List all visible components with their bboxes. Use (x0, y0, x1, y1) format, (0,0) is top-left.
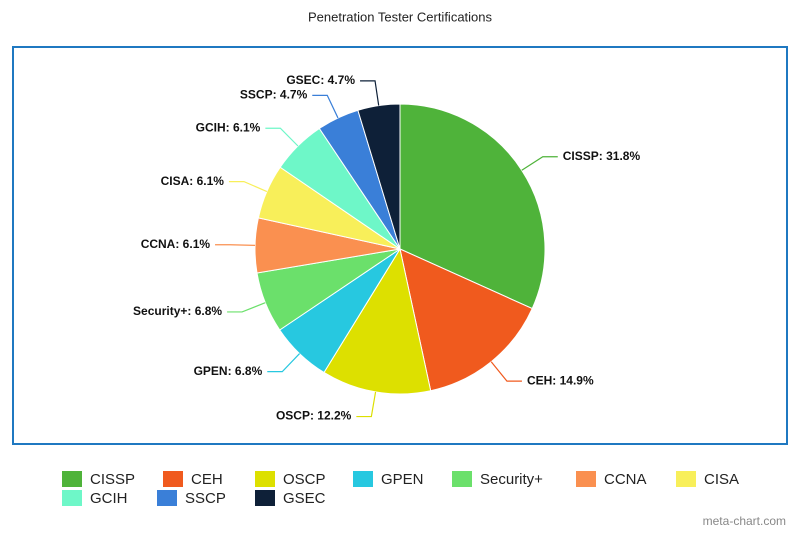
legend-label: GPEN (381, 471, 424, 488)
value-label: SSCP: 4.7% (240, 88, 308, 102)
legend-swatch (62, 490, 82, 506)
legend-label: GCIH (90, 490, 128, 507)
legend-label: CISSP (90, 471, 135, 488)
legend-swatch (163, 471, 183, 487)
leader-line (312, 94, 339, 119)
leader-line (490, 361, 522, 382)
value-label: GPEN: 6.8% (194, 364, 263, 378)
legend-swatch (353, 471, 373, 487)
legend-label: CCNA (604, 471, 647, 488)
legend-label: CEH (191, 471, 223, 488)
value-label: CCNA: 6.1% (141, 237, 211, 251)
legend-swatch (255, 471, 275, 487)
leader-line (267, 353, 301, 373)
leader-line (215, 244, 256, 246)
value-label: GSEC: 4.7% (286, 73, 355, 87)
legend-swatch (255, 490, 275, 506)
legend-swatch (62, 471, 82, 487)
value-label: CEH: 14.9% (527, 373, 594, 387)
legend-swatch (157, 490, 177, 506)
value-label: CISSP: 31.8% (563, 149, 641, 163)
legend-label: Security+ (480, 471, 543, 488)
leader-line (521, 156, 558, 171)
leader-line (360, 80, 380, 106)
chart-title: Penetration Tester Certifications (308, 9, 493, 24)
value-label: GCIH: 6.1% (196, 120, 261, 134)
legend-label: GSEC (283, 490, 326, 507)
pie-slice (399, 103, 546, 310)
leader-line (356, 391, 377, 418)
leader-line (227, 302, 266, 313)
legend-swatch (676, 471, 696, 487)
leader-line (228, 181, 268, 193)
value-label: OSCP: 12.2% (276, 409, 352, 423)
legend-label: SSCP (185, 490, 226, 507)
legend-label: CISA (704, 471, 739, 488)
leader-line (265, 127, 299, 147)
value-label: Security+: 6.8% (133, 304, 222, 318)
pie-slice (357, 103, 401, 250)
watermark: meta-chart.com (703, 514, 786, 528)
legend-swatch (452, 471, 472, 487)
pie-slice (323, 247, 432, 395)
legend-label: OSCP (283, 471, 326, 488)
value-label: CISA: 6.1% (161, 174, 225, 188)
legend-swatch (576, 471, 596, 487)
